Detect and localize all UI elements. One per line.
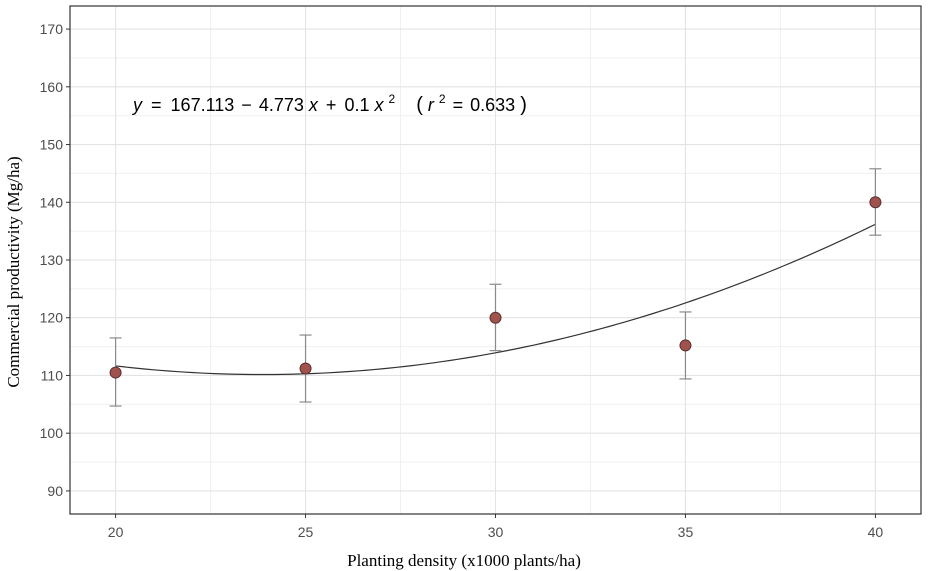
y-tick-label: 150 <box>40 137 64 153</box>
point-layer <box>109 196 882 379</box>
x-tick-label: 25 <box>298 524 314 540</box>
data-point <box>489 311 502 324</box>
data-point <box>299 362 312 375</box>
y-tick-label: 170 <box>40 21 64 37</box>
y-tick-label: 110 <box>41 367 64 383</box>
grid-major <box>70 6 921 514</box>
fit-curve <box>115 223 876 376</box>
y-tick-label: 120 <box>40 310 64 326</box>
y-axis-title: Commercial productivity (Mg/ha) <box>4 156 23 387</box>
data-point <box>869 196 882 209</box>
x-axis: 20 25 30 35 40 <box>108 514 884 540</box>
y-tick-label: 140 <box>40 194 64 210</box>
y-axis: 90 100 110 120 130 140 150 160 170 <box>40 21 70 499</box>
y-tick-label: 100 <box>40 425 64 441</box>
x-tick-label: 20 <box>108 524 124 540</box>
x-axis-title: Planting density (x1000 plants/ha) <box>347 551 581 570</box>
y-tick-label: 130 <box>40 252 64 268</box>
x-tick-label: 30 <box>488 524 504 540</box>
data-point <box>679 339 692 352</box>
x-tick-label: 40 <box>868 524 884 540</box>
data-point <box>109 366 122 379</box>
fit-line-layer <box>115 223 876 376</box>
fit-equation: y = 167.113 − 4.773 x + 0.1 x 2 ( r 2 = … <box>131 87 527 116</box>
y-tick-label: 90 <box>47 483 63 499</box>
y-tick-label: 160 <box>40 79 64 95</box>
x-tick-label: 35 <box>678 524 694 540</box>
